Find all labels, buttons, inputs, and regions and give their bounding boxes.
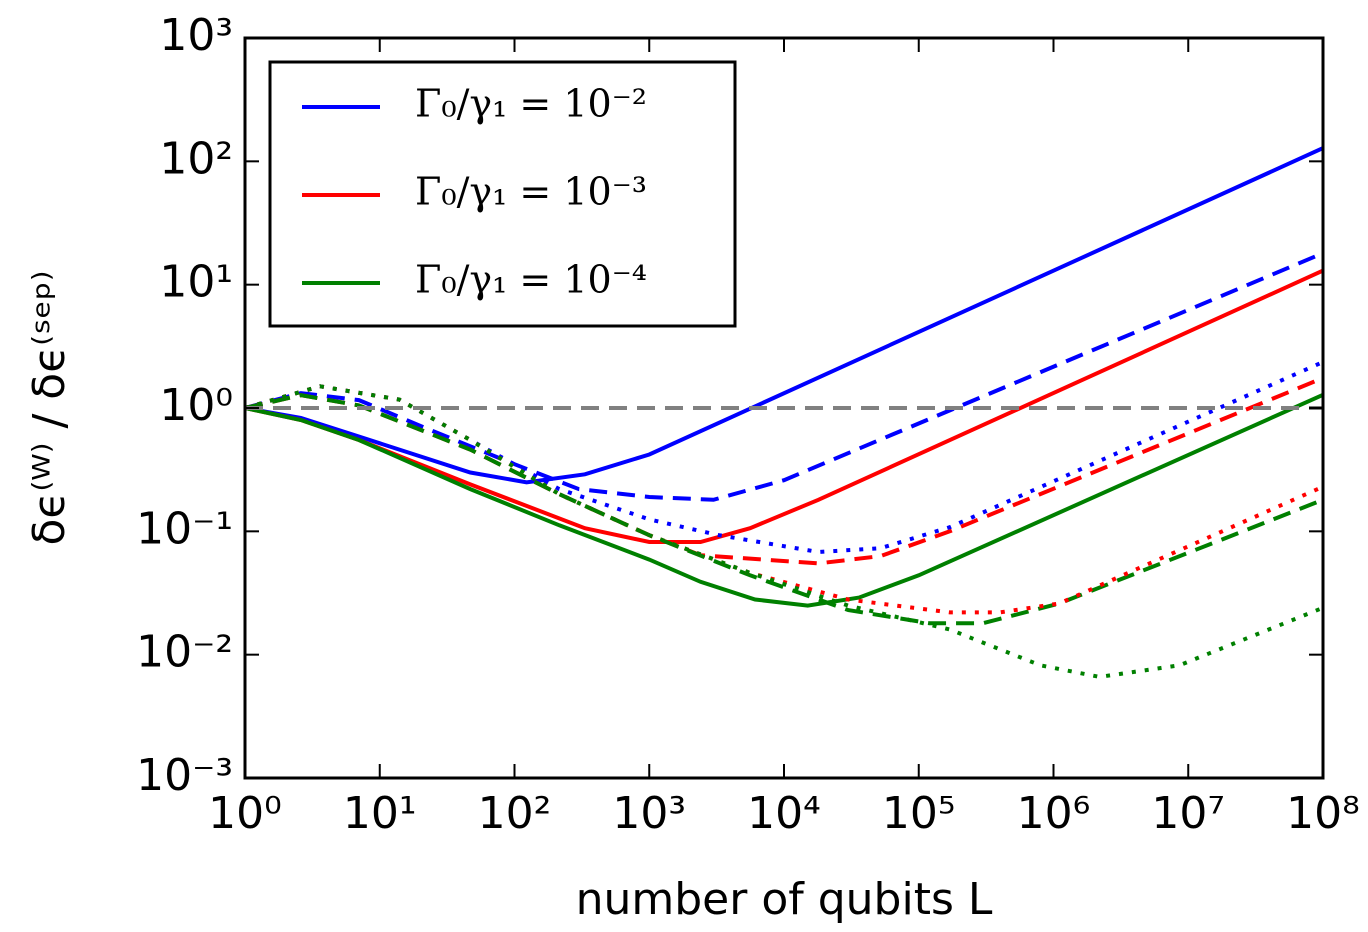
data-line (245, 146, 1323, 485)
x-tick-label: 10⁸ (1286, 788, 1360, 839)
y-tick-label: 10¹ (159, 257, 233, 308)
y-tick-label: 10⁻¹ (136, 503, 233, 554)
x-tick-label: 10² (478, 788, 552, 839)
y-axis-label: δϵ⁽ᵂ⁾ / δϵ⁽ˢᵉᵖ⁾ (24, 271, 75, 546)
legend-label: Γ₀/γ₁ = 10⁻² (415, 82, 647, 126)
legend-label: Γ₀/γ₁ = 10⁻³ (415, 170, 647, 214)
y-tick-label: 10⁰ (159, 380, 233, 431)
x-tick-label: 10³ (612, 788, 686, 839)
data-line (245, 251, 1323, 502)
data-line (245, 384, 1323, 679)
x-tick-label: 10⁵ (882, 788, 956, 839)
data-line (245, 392, 1323, 608)
legend-label: Γ₀/γ₁ = 10⁻⁴ (415, 258, 647, 302)
x-tick-label: 10⁰ (208, 788, 282, 839)
y-tick-label: 10² (159, 133, 233, 184)
x-axis-label: number of qubits L (576, 874, 993, 925)
data-line (245, 393, 1323, 626)
data-line (245, 376, 1323, 566)
y-tick-label: 10³ (159, 10, 233, 61)
x-tick-label: 10¹ (343, 788, 417, 839)
y-tick-label: 10⁻³ (136, 750, 233, 801)
x-tick-label: 10⁶ (1017, 788, 1091, 839)
x-tick-label: 10⁷ (1151, 788, 1225, 839)
y-tick-label: 10⁻² (136, 627, 233, 678)
x-tick-label: 10⁴ (747, 788, 821, 839)
